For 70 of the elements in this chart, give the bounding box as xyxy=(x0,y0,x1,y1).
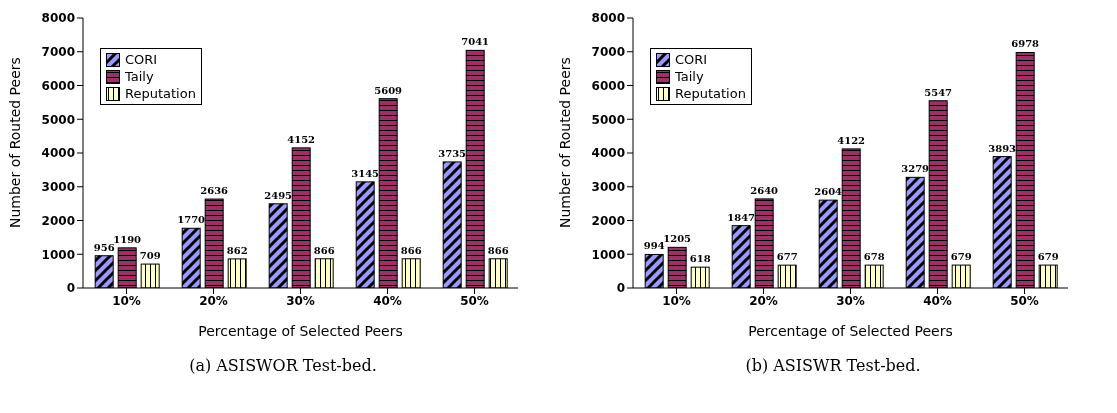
data-label: 3893 xyxy=(988,142,1017,154)
y-tick-label: 2000 xyxy=(591,213,625,228)
y-tick-label: 4000 xyxy=(591,146,625,161)
legend-label: CORI xyxy=(125,51,158,68)
y-tick-label: 5000 xyxy=(41,112,75,127)
y-tick-label: 7000 xyxy=(591,45,625,60)
x-tick-label: 10% xyxy=(662,293,691,308)
data-label: 956 xyxy=(93,241,115,253)
y-tick-label: 7000 xyxy=(41,45,75,60)
data-label: 866 xyxy=(313,244,335,256)
x-tick-label: 50% xyxy=(460,293,489,308)
x-axis-title: Percentage of Selected Peers xyxy=(198,323,403,339)
y-tick-label: 0 xyxy=(66,281,75,296)
data-label: 4122 xyxy=(837,134,866,146)
data-label: 2604 xyxy=(814,186,843,198)
x-tick-label: 30% xyxy=(836,293,865,308)
data-label: 679 xyxy=(950,251,972,263)
data-label: 862 xyxy=(226,244,248,256)
y-tick-label: 3000 xyxy=(41,180,75,195)
y-tick-label: 2000 xyxy=(41,213,75,228)
data-label: 2495 xyxy=(264,189,293,201)
data-label: 677 xyxy=(776,251,798,263)
x-axis-title: Percentage of Selected Peers xyxy=(748,323,953,339)
x-tick-label: 20% xyxy=(749,293,778,308)
data-label: 5609 xyxy=(374,84,403,96)
y-tick-label: 1000 xyxy=(41,247,75,262)
text: (a) ASISWOR Test-bed. xyxy=(188,356,378,375)
y-tick-label: 0 xyxy=(616,281,625,296)
data-label: 2640 xyxy=(750,184,779,196)
y-tick-label: 6000 xyxy=(591,78,625,93)
legend-label: Reputation xyxy=(125,85,196,102)
y-tick-label: 6000 xyxy=(41,78,75,93)
x-tick-label: 40% xyxy=(373,293,402,308)
data-label: 866 xyxy=(400,244,422,256)
legend-label: Reputation xyxy=(675,85,746,102)
data-label: 1190 xyxy=(113,233,142,245)
x-tick-label: 50% xyxy=(1010,293,1039,308)
y-tick-label: 8000 xyxy=(591,11,625,26)
legend-label: Taily xyxy=(125,68,154,85)
data-label: 3145 xyxy=(351,167,380,179)
legend-label: Taily xyxy=(675,68,704,85)
y-axis-title: Number of Routed Peers xyxy=(6,57,23,228)
y-tick-label: 3000 xyxy=(591,180,625,195)
data-label: 4152 xyxy=(287,133,316,145)
x-tick-label: 20% xyxy=(199,293,228,308)
x-tick-label: 40% xyxy=(923,293,952,308)
data-label: 7041 xyxy=(461,36,490,48)
text: (b) ASISWR Test-bed. xyxy=(744,356,922,375)
data-label: 1847 xyxy=(727,211,756,223)
data-label: 5547 xyxy=(924,86,953,98)
data-label: 994 xyxy=(643,240,665,252)
data-label: 1770 xyxy=(177,214,206,226)
legend-label: CORI xyxy=(675,51,708,68)
data-label: 1205 xyxy=(663,233,692,245)
y-tick-label: 1000 xyxy=(591,247,625,262)
y-tick-label: 8000 xyxy=(41,11,75,26)
data-label: 679 xyxy=(1037,251,1059,263)
data-label: 866 xyxy=(487,244,509,256)
data-label: 678 xyxy=(863,251,885,263)
data-label: 709 xyxy=(139,250,161,262)
y-axis-title: Number of Routed Peers xyxy=(556,57,573,228)
x-tick-label: 10% xyxy=(112,293,141,308)
y-tick-label: 5000 xyxy=(591,112,625,127)
data-label: 618 xyxy=(689,253,711,265)
y-tick-label: 4000 xyxy=(41,146,75,161)
x-tick-label: 30% xyxy=(286,293,315,308)
data-label: 3279 xyxy=(901,163,930,175)
data-label: 6978 xyxy=(1011,38,1040,50)
data-label: 2636 xyxy=(200,185,229,197)
data-label: 3735 xyxy=(438,147,467,159)
